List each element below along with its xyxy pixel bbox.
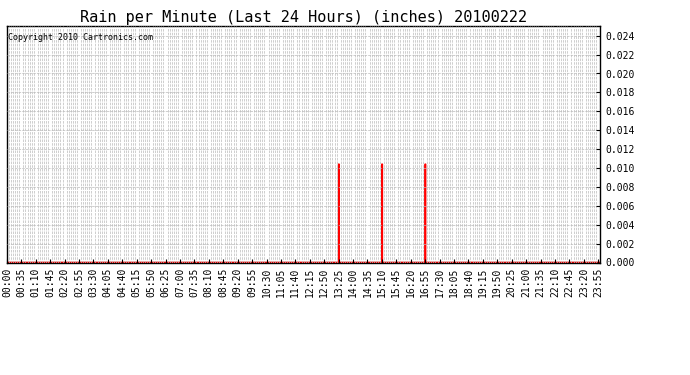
Title: Rain per Minute (Last 24 Hours) (inches) 20100222: Rain per Minute (Last 24 Hours) (inches)… (80, 10, 527, 25)
Text: Copyright 2010 Cartronics.com: Copyright 2010 Cartronics.com (8, 33, 153, 42)
